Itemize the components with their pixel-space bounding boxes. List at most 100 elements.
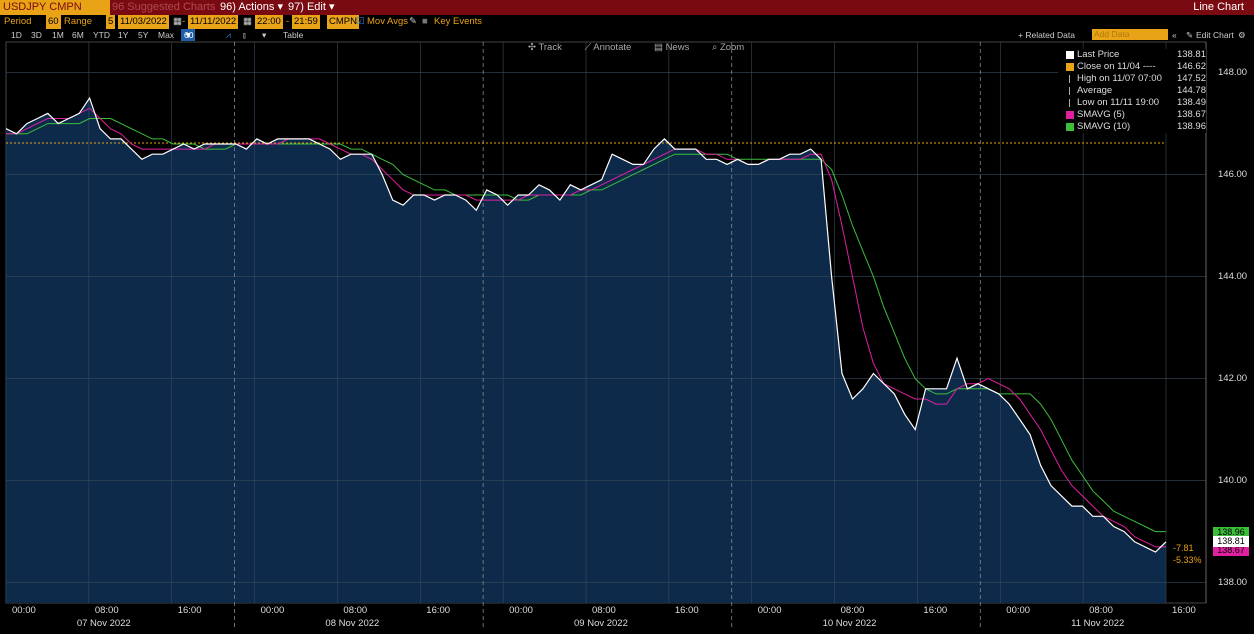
x-time-label: 00:00 bbox=[509, 605, 533, 616]
x-time-label: 16:00 bbox=[177, 605, 202, 616]
chart-toolbar: ✣ Track ⟋ Annotate ▤ News ⌕ Zoom bbox=[528, 42, 764, 53]
legend-swatch bbox=[1069, 87, 1071, 95]
annotate-tool[interactable]: ⟋ Annotate bbox=[584, 42, 632, 53]
track-label: Track bbox=[538, 42, 562, 53]
x-time-label: 08:00 bbox=[840, 605, 865, 616]
x-date-label: 09 Nov 2022 bbox=[574, 618, 628, 629]
legend-swatch bbox=[1066, 111, 1074, 119]
line-chart-icon[interactable]: ⩘ bbox=[226, 30, 231, 40]
time-from-input[interactable]: 22:00 bbox=[255, 15, 283, 29]
key-events-toggle[interactable]: Key Events bbox=[434, 16, 483, 27]
x-time-label: 00:00 bbox=[757, 605, 782, 616]
collapse-icon[interactable]: « bbox=[1172, 30, 1177, 40]
chevron-down-icon[interactable]: ▾ bbox=[262, 30, 267, 40]
control-row: Period 60 Range 5 11/03/2022 ▦ - 11/11/2… bbox=[0, 15, 1254, 29]
y-tick-label: 140.00 bbox=[1218, 474, 1248, 486]
legend-value: 138.96 bbox=[1176, 121, 1206, 132]
timeframe-ytd[interactable]: YTD bbox=[93, 30, 110, 40]
pencil-icon: ✎ bbox=[1186, 30, 1194, 40]
sma5-price-tag: 138.67 bbox=[1213, 545, 1249, 556]
legend-label: High on 11/07 07:00 bbox=[1077, 73, 1162, 84]
y-tick-label: 144.00 bbox=[1218, 270, 1248, 282]
x-time-label: 08:00 bbox=[343, 605, 368, 616]
legend-value: 138.67 bbox=[1176, 109, 1206, 120]
calendar-icon[interactable]: ▦ bbox=[173, 16, 182, 27]
y-tick-label: 138.00 bbox=[1218, 576, 1248, 588]
related-data-button[interactable]: + Related Data bbox=[1018, 30, 1075, 40]
x-date-label: 08 Nov 2022 bbox=[325, 618, 380, 629]
timeframe-1m[interactable]: 1M bbox=[52, 30, 64, 40]
actions-menu[interactable]: 96) Actions ▾ bbox=[220, 0, 283, 15]
x-date-label: 11 Nov 2022 bbox=[1071, 618, 1125, 629]
edit-chart-button[interactable]: Edit Chart bbox=[1196, 30, 1234, 40]
pencil-icon[interactable]: ✎ bbox=[409, 16, 417, 27]
period-input[interactable]: 60 bbox=[46, 15, 61, 29]
timeframe-max[interactable]: Max bbox=[158, 30, 175, 40]
legend-item[interactable]: Last Price 138.81 bbox=[1058, 49, 1206, 61]
x-date-label: 07 Nov 2022 bbox=[76, 618, 131, 629]
legend-value: 138.49 bbox=[1176, 97, 1206, 108]
timeframe-1y[interactable]: 1Y bbox=[118, 30, 129, 40]
x-time-label: 16:00 bbox=[674, 605, 699, 616]
sma10-price-tag: 138.96 bbox=[1213, 527, 1249, 538]
checkbox-icon[interactable]: ■ bbox=[422, 16, 428, 27]
sma5-line bbox=[6, 107, 1166, 548]
timeframe-1d[interactable]: 1D bbox=[11, 30, 22, 40]
zoom-tool[interactable]: ⌕ Zoom bbox=[711, 42, 745, 53]
chart-type-title: Line Chart bbox=[1193, 1, 1244, 13]
edit-menu[interactable]: 97) Edit ▾ bbox=[288, 0, 335, 15]
x-time-label: 16:00 bbox=[426, 605, 451, 616]
timeframe-6m[interactable]: 6M bbox=[72, 30, 84, 40]
legend-value: 138.81 bbox=[1176, 49, 1206, 60]
timeframe-5y[interactable]: 5Y bbox=[138, 30, 149, 40]
x-time-label: 08:00 bbox=[94, 605, 119, 616]
legend-item[interactable]: High on 11/07 07:00 147.52 bbox=[1058, 73, 1206, 85]
x-time-label: 00:00 bbox=[260, 605, 285, 616]
time-to-input[interactable]: 21:59 bbox=[292, 15, 320, 29]
legend-label: SMAVG (5) bbox=[1077, 109, 1125, 120]
legend-item[interactable]: Close on 11/04 ---- 146.62 bbox=[1058, 61, 1206, 73]
date-from-input[interactable]: 11/03/2022 bbox=[118, 15, 169, 29]
legend-item[interactable]: SMAVG (10) 138.96 bbox=[1058, 121, 1206, 133]
annotate-label: Annotate bbox=[593, 42, 632, 53]
bar-chart-icon[interactable]: ⫾ bbox=[243, 30, 246, 40]
calendar-icon[interactable]: ▦ bbox=[243, 16, 252, 27]
x-date-label: 10 Nov 2022 bbox=[822, 618, 877, 629]
legend-swatch bbox=[1066, 123, 1074, 131]
x-time-label: 08:00 bbox=[1089, 605, 1113, 616]
legend-item[interactable]: Low on 11/11 19:00 138.49 bbox=[1058, 97, 1206, 109]
legend-value: 144.78 bbox=[1176, 85, 1206, 96]
timeframe-row: 1D 3D 1M 6M YTD 1Y 5Y Max 60 Min ▼ ⩘ ⫾ ▾… bbox=[0, 29, 1254, 52]
mov-avgs-toggle[interactable]: Mov Avgs bbox=[367, 16, 409, 27]
y-tick-label: 146.00 bbox=[1218, 168, 1248, 180]
news-label: News bbox=[665, 42, 690, 53]
change-percent: -5.33% bbox=[1173, 555, 1202, 565]
table-button[interactable]: Table bbox=[283, 30, 304, 40]
news-tool[interactable]: ▤ News bbox=[653, 42, 690, 53]
gear-icon[interactable]: ⚙ bbox=[1238, 30, 1246, 40]
edit-label: 97) Edit bbox=[288, 1, 326, 13]
suggested-charts-button[interactable]: 96 Suggested Charts bbox=[112, 1, 216, 13]
timeframe-3d[interactable]: 3D bbox=[31, 30, 42, 40]
last-price-line bbox=[5, 96, 1167, 553]
range-input[interactable]: 5 bbox=[106, 15, 116, 29]
x-time-label: 00:00 bbox=[12, 605, 36, 616]
legend-swatch bbox=[1066, 63, 1074, 71]
x-time-label: 00:00 bbox=[1006, 605, 1031, 616]
chart-legend: Last Price 138.81 Close on 11/04 ---- 146.6… bbox=[1058, 49, 1206, 133]
legend-label: Low on 11/11 19:00 bbox=[1077, 97, 1160, 108]
legend-swatch bbox=[1069, 99, 1071, 107]
add-data-input[interactable]: Add Data bbox=[1092, 29, 1168, 40]
legend-swatch bbox=[1069, 75, 1071, 83]
legend-label: Close on 11/04 ---- bbox=[1077, 61, 1156, 72]
legend-swatch bbox=[1066, 51, 1074, 59]
source-field[interactable]: CMPN bbox=[327, 15, 359, 29]
checkbox-icon[interactable]: ☑ bbox=[356, 16, 365, 27]
track-tool[interactable]: ✣ Track bbox=[528, 42, 562, 53]
legend-item[interactable]: SMAVG (5) 138.67 bbox=[1058, 109, 1206, 121]
legend-value: 146.62 bbox=[1176, 61, 1206, 72]
chevron-down-icon: ▾ bbox=[277, 1, 284, 13]
date-to-input[interactable]: 11/11/2022 bbox=[188, 15, 239, 29]
legend-item[interactable]: Average 144.78 bbox=[1058, 85, 1206, 97]
